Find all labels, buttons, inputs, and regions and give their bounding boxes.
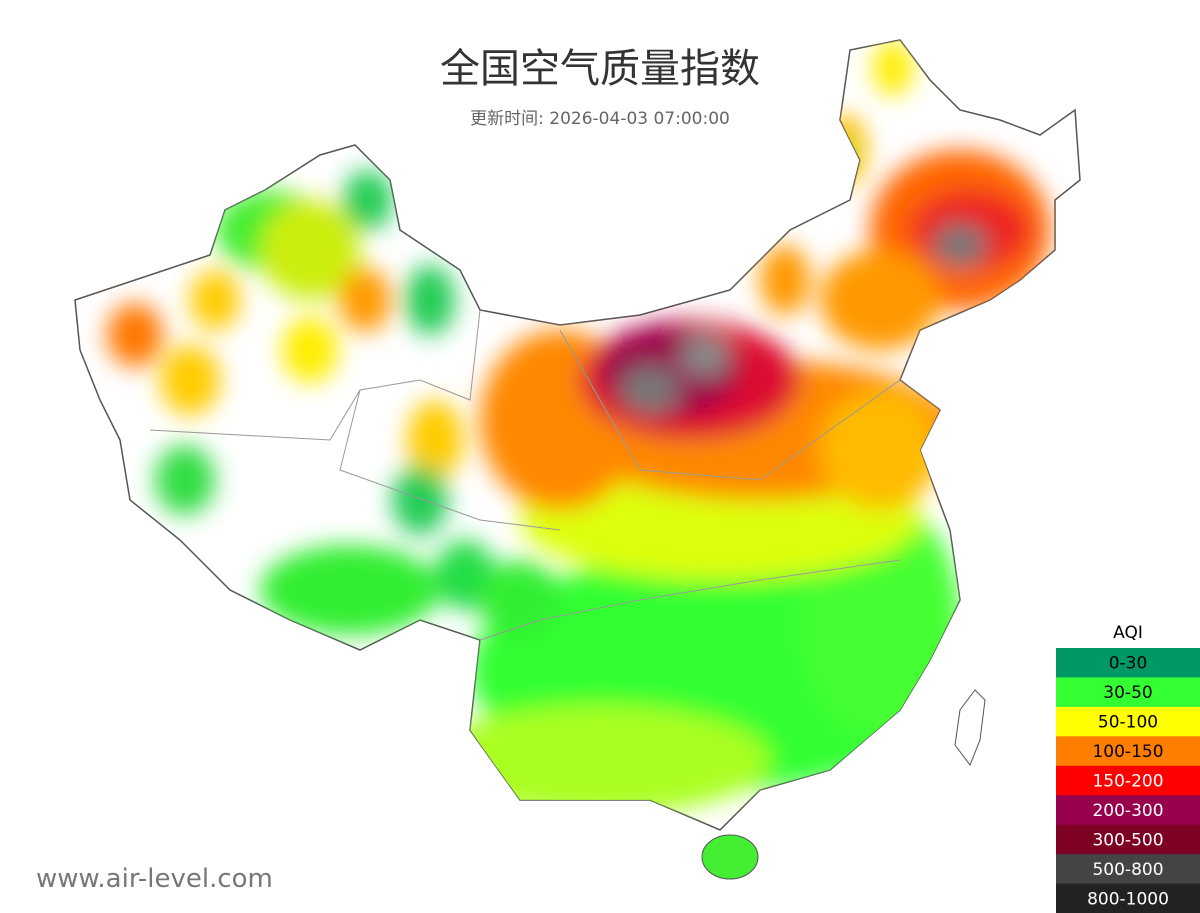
legend-title: AQI — [1113, 623, 1143, 643]
legend-label: 800-1000 — [1087, 889, 1169, 909]
legend-label: 300-500 — [1092, 830, 1163, 850]
legend-label: 100-150 — [1092, 742, 1163, 762]
legend-swatch — [1056, 795, 1200, 826]
legend-label: 200-300 — [1092, 801, 1163, 821]
legend-swatch — [1056, 883, 1200, 913]
legend-label: 30-50 — [1103, 683, 1152, 703]
legend-swatch — [1056, 706, 1200, 737]
hainan — [701, 834, 759, 880]
taiwan — [954, 689, 986, 767]
legend-swatch — [1056, 765, 1200, 796]
legend-swatch — [1056, 854, 1200, 885]
legend: 0-30 30-50 50-100 100-150 150-200 200-300 300-… — [1056, 648, 1200, 913]
aqi-heatmap — [107, 40, 1050, 815]
watermark: www.air-level.com — [36, 864, 273, 894]
legend-label: 500-800 — [1092, 860, 1163, 880]
legend-label: 50-100 — [1098, 713, 1158, 733]
subtitle: 更新时间: 2026-04-03 07:00:00 — [470, 109, 730, 129]
legend-swatch — [1056, 648, 1200, 678]
legend-label: 0-30 — [1109, 654, 1148, 674]
legend-swatch — [1056, 677, 1200, 708]
title: 全国空气质量指数 — [440, 46, 760, 92]
legend-swatch — [1056, 824, 1200, 855]
legend-label: 150-200 — [1092, 772, 1163, 792]
legend-swatch — [1056, 736, 1200, 767]
